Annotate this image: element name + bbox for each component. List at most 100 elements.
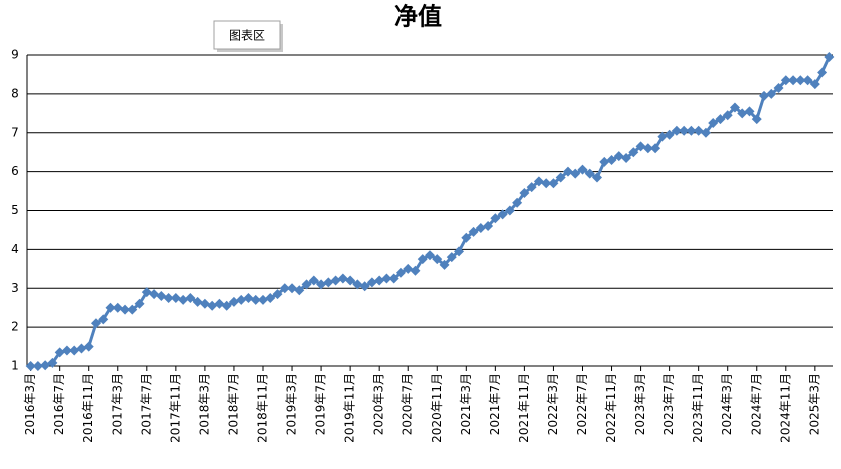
data-point — [432, 254, 443, 265]
data-point — [185, 292, 196, 303]
x-tick-label: 2021年7月 — [488, 373, 502, 435]
y-tick-label: 4 — [11, 242, 19, 256]
y-tick-label: 9 — [11, 48, 19, 62]
data-point — [526, 182, 537, 193]
x-tick-label: 2024年11月 — [778, 373, 792, 443]
data-point — [279, 283, 290, 294]
data-point — [337, 273, 348, 284]
data-point — [809, 79, 820, 90]
data-point — [737, 108, 748, 119]
data-point — [700, 127, 711, 138]
data-point — [461, 232, 472, 243]
data-point — [504, 205, 515, 216]
data-point — [439, 259, 450, 270]
data-point — [613, 151, 624, 162]
x-tick-label: 2017年11月 — [168, 373, 182, 443]
data-point — [824, 51, 835, 62]
x-tick-label: 2019年3月 — [285, 373, 299, 435]
data-point — [112, 302, 123, 313]
x-tick-label: 2017年7月 — [139, 373, 153, 435]
data-point — [90, 318, 101, 329]
data-point — [98, 314, 109, 325]
data-point — [446, 252, 457, 263]
data-point — [599, 156, 610, 167]
data-point — [621, 153, 632, 164]
data-point — [744, 106, 755, 117]
x-tick-label: 2018年3月 — [197, 373, 211, 435]
x-tick-label: 2020年11月 — [430, 373, 444, 443]
data-point — [265, 292, 276, 303]
data-point — [555, 172, 566, 183]
data-point — [32, 361, 43, 371]
x-tick-label: 2019年11月 — [343, 373, 357, 443]
data-point — [570, 168, 581, 179]
data-point — [759, 90, 770, 101]
data-point — [425, 250, 435, 261]
data-point — [214, 298, 225, 309]
data-point — [61, 345, 72, 356]
data-point — [228, 296, 239, 307]
tooltip-box — [213, 20, 281, 50]
chart-title: 净值 — [394, 2, 442, 31]
data-point — [359, 281, 370, 292]
data-point — [141, 287, 152, 298]
x-tick-label: 2017年3月 — [110, 373, 124, 435]
data-point — [178, 294, 189, 305]
x-tick-label: 2021年3月 — [459, 373, 473, 435]
data-point — [294, 285, 305, 296]
x-tick-label: 2025年3月 — [807, 373, 821, 435]
data-point — [635, 141, 646, 152]
data-point — [562, 166, 573, 177]
data-point — [134, 298, 145, 309]
data-point — [417, 254, 428, 265]
x-tick-label: 2018年7月 — [226, 373, 240, 435]
x-tick-label: 2016年11月 — [81, 373, 95, 443]
data-point — [192, 296, 203, 307]
x-tick-label: 2022年3月 — [546, 373, 560, 435]
y-tick-label: 2 — [11, 320, 19, 334]
data-point — [199, 298, 210, 309]
x-tick-label: 2023年3月 — [633, 373, 647, 435]
data-point — [795, 75, 806, 86]
data-point — [236, 294, 247, 305]
data-point — [468, 226, 479, 237]
data-point — [533, 176, 544, 187]
data-point — [584, 168, 595, 179]
x-tick-label: 2016年3月 — [23, 373, 37, 435]
x-tick-label: 2020年7月 — [401, 373, 415, 435]
data-point — [149, 289, 160, 300]
x-tick-label: 2023年11月 — [691, 373, 705, 443]
data-point — [729, 102, 740, 113]
data-point — [693, 125, 704, 136]
x-tick-label: 2020年3月 — [372, 373, 386, 435]
data-point — [817, 67, 828, 78]
x-tick-label: 2024年7月 — [749, 373, 763, 435]
data-point — [127, 304, 138, 315]
data-point — [316, 279, 327, 290]
data-point — [308, 275, 319, 286]
data-point — [671, 125, 682, 136]
data-point — [366, 277, 377, 288]
data-point — [541, 178, 552, 189]
data-point — [722, 110, 733, 121]
data-point — [54, 347, 65, 358]
y-tick-label: 8 — [11, 86, 19, 100]
data-point — [388, 273, 399, 284]
data-point — [497, 209, 508, 220]
x-tick-label: 2022年11月 — [604, 373, 618, 443]
data-point — [686, 125, 697, 136]
data-point — [221, 300, 232, 311]
data-point — [105, 302, 116, 313]
data-point — [257, 294, 268, 305]
y-tick-label: 6 — [11, 164, 19, 178]
data-point — [330, 275, 341, 286]
data-point — [512, 197, 523, 208]
data-point — [664, 129, 675, 140]
data-point — [163, 292, 174, 303]
data-point — [490, 213, 501, 224]
tooltip-text: 图表区 — [229, 29, 265, 43]
series-line — [30, 56, 831, 368]
data-point — [323, 277, 334, 288]
data-point — [773, 83, 784, 94]
